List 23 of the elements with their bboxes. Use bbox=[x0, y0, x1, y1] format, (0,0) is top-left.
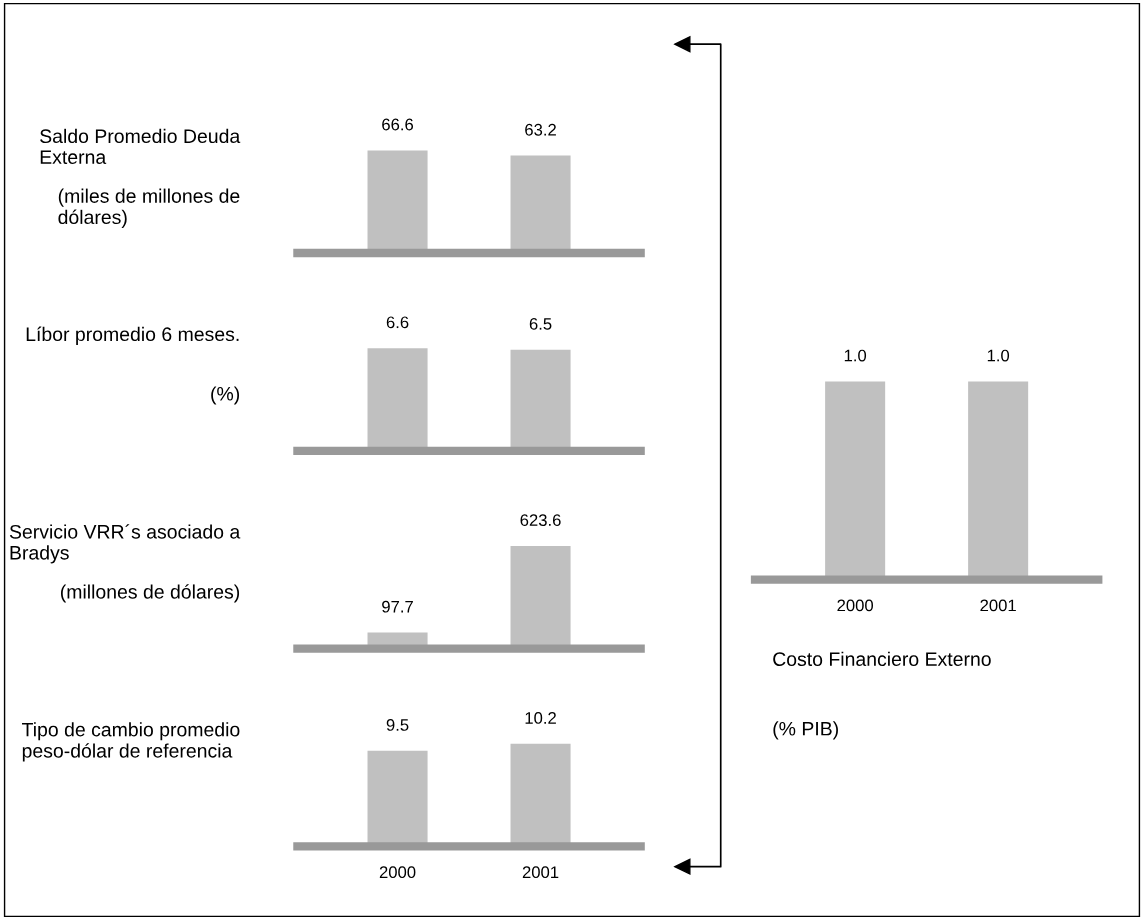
data-label: 97.7 bbox=[382, 600, 413, 613]
data-label: 6.6 bbox=[386, 316, 409, 329]
data-label: 66.6 bbox=[382, 118, 414, 131]
x-tick-label: 2000 bbox=[837, 599, 874, 612]
text: (miles de millones de dólares) bbox=[58, 188, 240, 228]
data-label: 1.0 bbox=[987, 349, 1010, 362]
data-label: 1.0 bbox=[844, 349, 867, 362]
text: (millones de dólares) bbox=[60, 584, 240, 603]
text: Costo Financiero Externo bbox=[773, 651, 991, 667]
data-label: 63.2 bbox=[525, 123, 556, 136]
x-tick-label: 2001 bbox=[980, 599, 1016, 612]
data-label: 623.6 bbox=[520, 514, 561, 527]
data-label: 10.2 bbox=[525, 712, 556, 724]
text: (% PIB) bbox=[773, 721, 838, 740]
text: Servicio VRR´s asociado a Bradys bbox=[9, 524, 241, 564]
text: Líbor promedio 6 meses. bbox=[26, 326, 239, 345]
data-label: 6.5 bbox=[529, 317, 552, 330]
x-tick-label: 2000 bbox=[379, 866, 416, 879]
x-tick-label: 2001 bbox=[522, 866, 559, 879]
text: (%) bbox=[211, 386, 240, 405]
text: Tipo de cambio promedio peso-dólar de referencia bbox=[22, 722, 240, 762]
text: Saldo Promedio Deuda Externa bbox=[40, 128, 241, 165]
data-label: 9.5 bbox=[386, 719, 409, 731]
